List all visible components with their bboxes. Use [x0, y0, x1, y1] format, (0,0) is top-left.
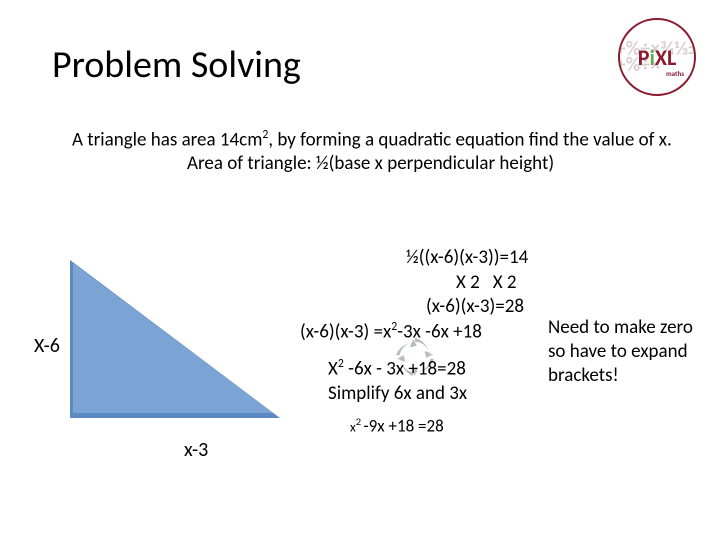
- slide: Problem Solving +%÷×¾⅓±+%÷× PiPiXLXL mat…: [0, 0, 720, 540]
- work-eq1: ½((x-6)(x-3))=14: [406, 246, 708, 271]
- problem-line-1a: A triangle has area 14cm: [72, 128, 262, 151]
- triangle-diagram: X-6 x-3: [36, 260, 296, 440]
- pixl-logo: +%÷×¾⅓±+%÷× PiPiXLXL maths: [618, 18, 696, 96]
- triangle-shape-inner: [73, 263, 273, 413]
- problem-statement: A triangle has area 14cm2, by forming a …: [72, 128, 672, 176]
- work-eq2: X 2 X 2: [456, 271, 708, 296]
- area-formula: Area of triangle: ½(base x perpendicular…: [72, 152, 672, 176]
- work-eq7: x2 -9x +18 =28: [350, 415, 708, 438]
- side-annotation: Need to make zero so have to expand brac…: [548, 316, 708, 387]
- triangle-base-label: x-3: [184, 438, 208, 462]
- logo-text: PiPiXLXL: [638, 44, 677, 71]
- problem-line-1b: , by forming a quadratic equation find t…: [268, 128, 671, 151]
- page-title: Problem Solving: [52, 42, 301, 88]
- triangle-height-label: X-6: [34, 334, 60, 358]
